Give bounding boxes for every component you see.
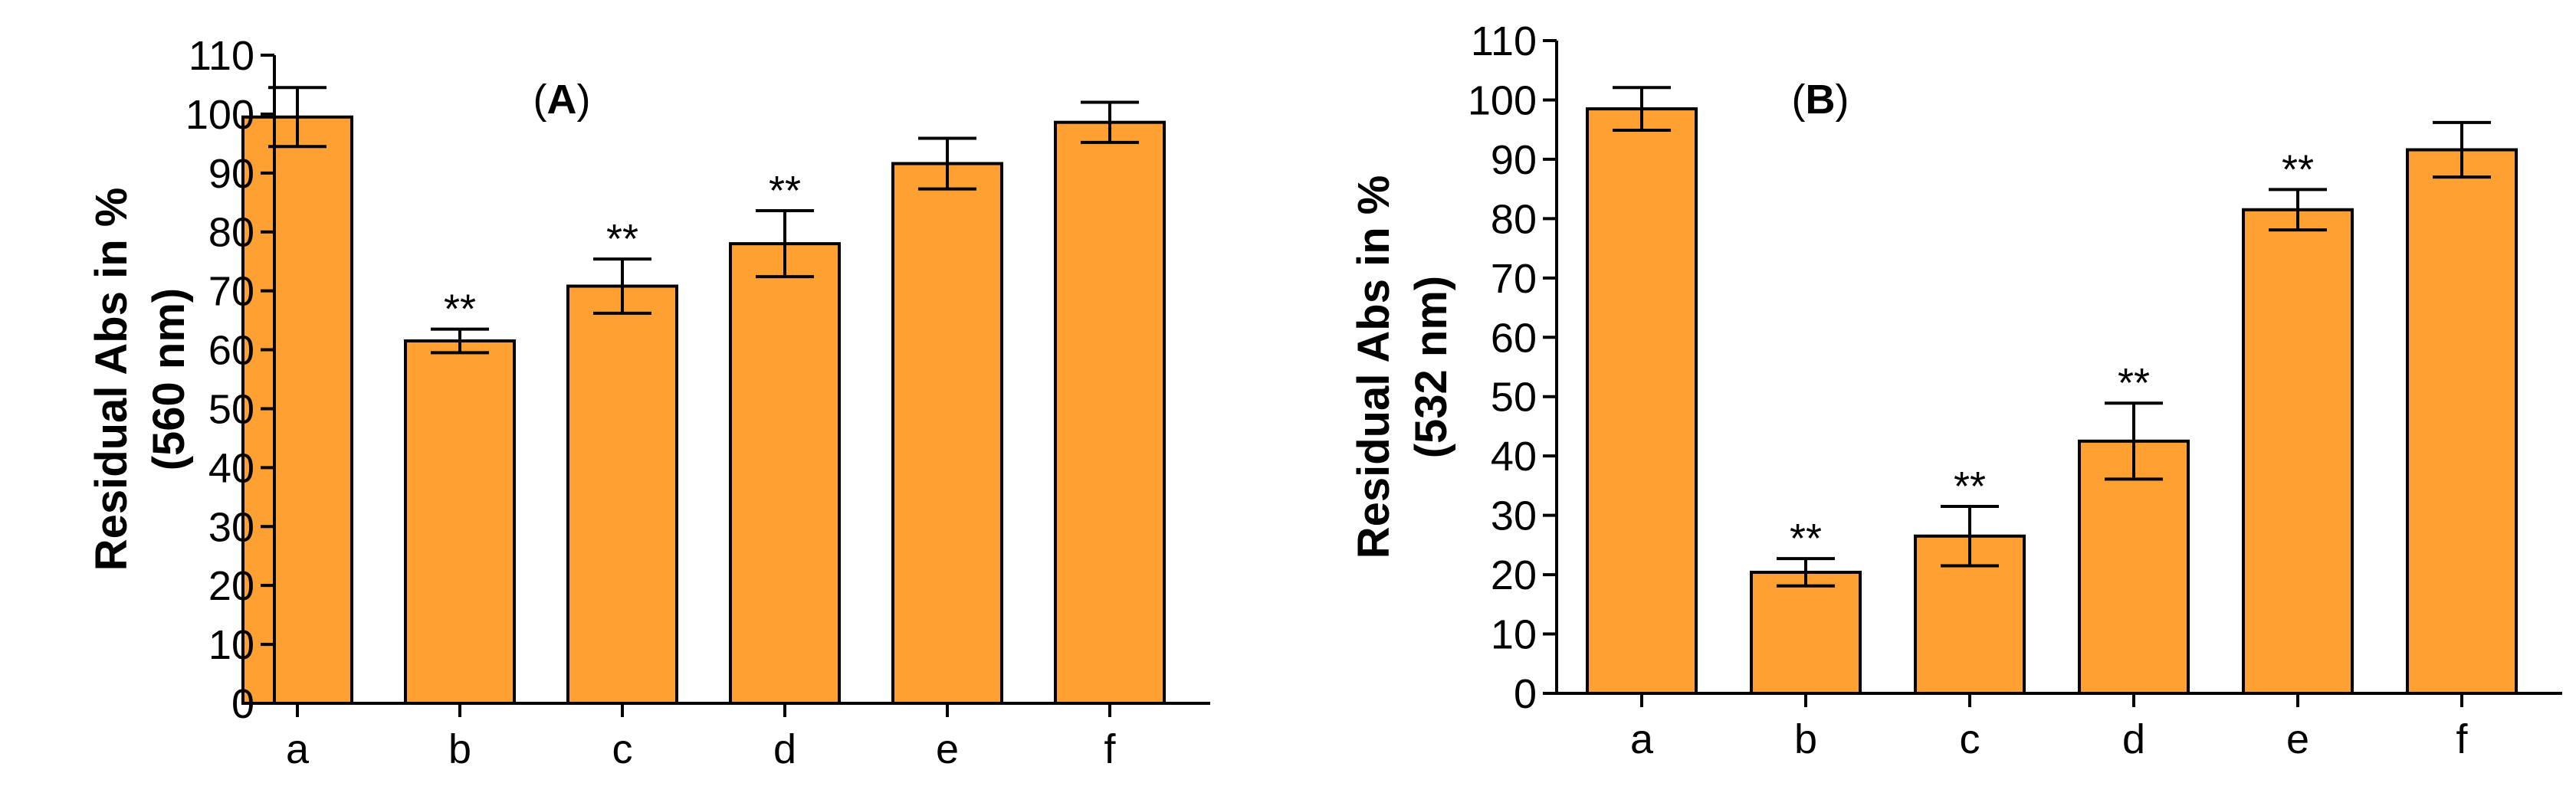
- x-tick-label-a: a: [286, 726, 310, 772]
- x-tick-label-c: c: [1960, 716, 1980, 762]
- x-tick-label-d: d: [773, 726, 796, 772]
- y-tick-label: 80: [208, 210, 254, 256]
- y-tick-label: 0: [1514, 671, 1537, 717]
- bar-e: [2242, 208, 2354, 695]
- x-tick-label-e: e: [936, 726, 959, 772]
- panel-label: (A): [533, 77, 591, 123]
- y-tick-label: 40: [1491, 434, 1537, 480]
- significance-marker: **: [606, 216, 638, 262]
- y-tick-label: 90: [208, 151, 254, 197]
- y-tick-label: 0: [231, 681, 254, 727]
- y-tick-label: 10: [1491, 612, 1537, 658]
- chart-panel-a: ** ** ** 0 10 20 30 40 50 60 70 80 90 100 110 a b c d e f Res…: [87, 33, 1210, 772]
- significance-marker: **: [1954, 464, 1986, 509]
- y-tick-label: 90: [1491, 137, 1537, 183]
- y-axis-title-line1: Residual Abs in %: [87, 188, 136, 572]
- x-tick-label-d: d: [2122, 716, 2145, 762]
- bar-b: [404, 339, 516, 705]
- bar-a: [1586, 107, 1698, 695]
- significance-marker: **: [2118, 360, 2150, 406]
- y-tick-label: 110: [1471, 18, 1537, 64]
- y-tick-label: 60: [208, 328, 254, 374]
- panel-label-open: (: [1792, 77, 1806, 123]
- y-tick-label: 40: [208, 445, 254, 491]
- bar-e: [891, 162, 1003, 705]
- x-tick-label-a: a: [1630, 716, 1654, 762]
- y-tick-label: 60: [1491, 315, 1537, 361]
- panel-label: (B): [1792, 77, 1849, 123]
- y-tick-label: 10: [208, 622, 254, 668]
- bar-d: [2078, 439, 2190, 695]
- bar-f: [1054, 120, 1166, 705]
- y-tick-label: 20: [1491, 552, 1537, 598]
- x-tick-label-b: b: [1794, 716, 1817, 762]
- significance-marker: **: [769, 168, 801, 214]
- y-tick-label: 50: [1491, 375, 1537, 421]
- bar-d: [729, 242, 841, 706]
- y-tick-label: 70: [208, 269, 254, 315]
- panel-label-letter: A: [547, 77, 577, 123]
- y-axis-title-line2: (532 nm): [1406, 276, 1456, 459]
- x-tick-label-e: e: [2286, 716, 2309, 762]
- x-tick-label-f: f: [2456, 716, 2468, 762]
- y-tick-label: 30: [208, 504, 254, 550]
- bar-f: [2406, 148, 2518, 695]
- significance-marker: **: [444, 287, 476, 332]
- significance-marker: **: [1790, 516, 1822, 562]
- y-tick-label: 70: [1491, 256, 1537, 302]
- panel-label-letter: B: [1806, 77, 1836, 123]
- significance-marker: **: [2282, 146, 2314, 192]
- x-tick-label-c: c: [612, 726, 633, 772]
- x-tick-label-b: b: [448, 726, 471, 772]
- y-tick-label: 30: [1491, 493, 1537, 539]
- y-tick-label: 20: [208, 563, 254, 609]
- y-tick-label: 80: [1491, 196, 1537, 242]
- x-tick-label-f: f: [1104, 726, 1116, 772]
- bar-a: [241, 115, 353, 706]
- panel-label-open: (: [533, 77, 547, 123]
- y-tick-label: 110: [189, 33, 254, 79]
- chart-panel-b: ** ** ** ** 0 10 20 30 40 50 60 70 80 90 100 110 a b c d e f R…: [1349, 18, 2562, 762]
- y-tick-label: 100: [185, 92, 254, 138]
- y-axis-title-line2: (560 nm): [144, 288, 194, 471]
- bar-b: [1750, 570, 1862, 696]
- panel-label-close: ): [1836, 77, 1849, 123]
- y-tick-label: 50: [208, 386, 254, 432]
- panel-label-close: ): [577, 77, 591, 123]
- y-axis-title-line1: Residual Abs in %: [1349, 175, 1399, 559]
- bar-c: [566, 284, 678, 705]
- y-tick-label: 100: [1468, 77, 1537, 123]
